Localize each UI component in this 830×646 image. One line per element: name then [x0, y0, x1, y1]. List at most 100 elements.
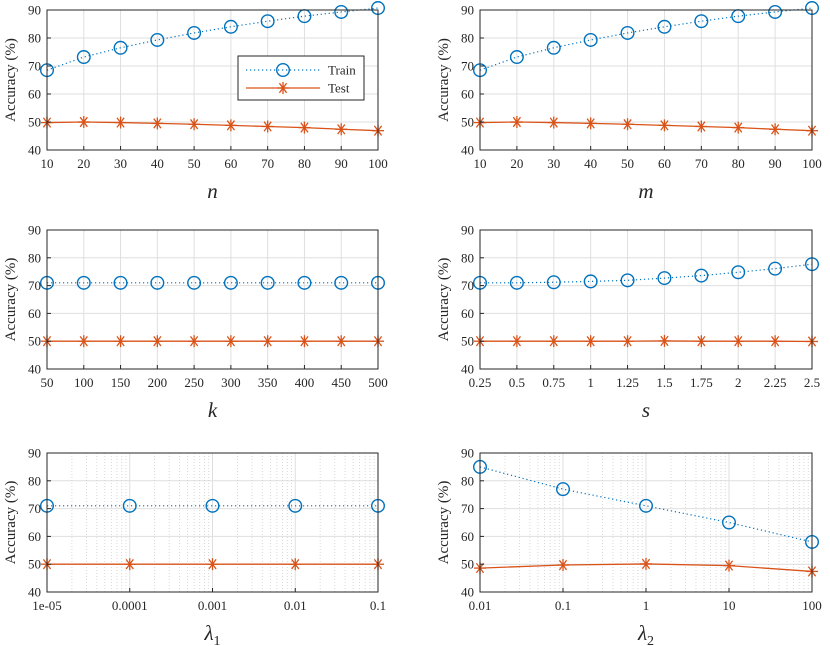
y-tick-label: 40 [28, 362, 41, 377]
data-point-test [298, 121, 311, 134]
x-tick-label: 50 [621, 156, 634, 171]
x-tick-label: 1 [587, 375, 594, 390]
data-point-train [223, 275, 238, 290]
data-point-test [188, 335, 201, 348]
axes-box [479, 229, 813, 370]
data-point-train [288, 498, 303, 513]
data-point-test [621, 118, 634, 131]
x-tick-label: 100 [74, 375, 94, 390]
y-axis-label: Accuracy (%) [3, 38, 19, 122]
x-tick-label: 150 [111, 375, 131, 390]
series-line-train [480, 263, 813, 284]
y-tick-label: 50 [28, 557, 41, 572]
x-axis-label: m [638, 179, 653, 203]
data-point-train [205, 498, 220, 513]
y-tick-label: 40 [28, 143, 41, 158]
data-point-train [768, 261, 783, 276]
data-point-train [620, 25, 635, 40]
x-tick-label: 60 [224, 156, 237, 171]
data-point-test [114, 116, 127, 129]
data-point-train [113, 40, 128, 55]
legend: Train Test [237, 55, 365, 101]
data-point-train [187, 25, 202, 40]
data-point-test [769, 123, 782, 136]
y-tick-label: 60 [28, 306, 41, 321]
data-point-train [768, 4, 783, 19]
data-point-train [113, 275, 128, 290]
data-point-train [150, 32, 165, 47]
data-point-test [732, 121, 745, 134]
data-point-test [261, 335, 274, 348]
y-tick-label: 70 [461, 278, 474, 293]
data-point-test [658, 334, 671, 347]
data-point-test [151, 117, 164, 130]
x-tick-label: 1 [643, 598, 650, 613]
x-tick-label: 90 [335, 156, 348, 171]
x-tick-label: 0.25 [469, 375, 492, 390]
y-tick-label: 60 [461, 529, 474, 544]
data-point-test [335, 335, 348, 348]
data-point-train [556, 482, 571, 497]
x-tick-label: 0.1 [370, 598, 386, 613]
x-tick-label: 500 [368, 375, 388, 390]
x-tick-label: 2 [735, 375, 742, 390]
x-tick-label: 0.5 [509, 375, 525, 390]
data-point-test [77, 335, 90, 348]
data-point-train [546, 275, 561, 290]
x-axis-label: n [207, 179, 218, 203]
y-tick-label: 80 [28, 31, 41, 46]
x-tick-label: 0.01 [284, 598, 307, 613]
legend-marker-train [276, 63, 291, 78]
y-tick-label: 80 [461, 473, 474, 488]
x-tick-label: 10 [474, 156, 487, 171]
y-tick-label: 90 [28, 223, 41, 238]
data-point-train [334, 275, 349, 290]
x-tick-label: 70 [695, 156, 708, 171]
x-tick-label: 50 [41, 375, 54, 390]
y-tick-label: 40 [461, 143, 474, 158]
plot-area [480, 230, 812, 369]
x-tick-label: 2.5 [804, 375, 820, 390]
data-point-train [122, 498, 137, 513]
data-point-test [188, 118, 201, 131]
x-tick-label: 100 [368, 156, 388, 171]
y-tick-label: 60 [461, 87, 474, 102]
data-point-train [620, 273, 635, 288]
x-tick-label: 80 [298, 156, 311, 171]
data-point-test [584, 117, 597, 130]
y-tick-label: 90 [28, 3, 41, 18]
x-axis-label: λ2 [637, 621, 654, 646]
y-tick-label: 80 [28, 250, 41, 265]
y-tick-label: 40 [461, 585, 474, 600]
data-point-train [694, 14, 709, 29]
chart-panel-4: 40 50 60 70 80 90 0.25 0.5 0.75 1 1.25 1.5 1.75 2 2.25… [436, 223, 820, 423]
data-point-test [557, 559, 569, 572]
x-tick-label: 40 [584, 156, 597, 171]
x-tick-label: 60 [658, 156, 671, 171]
data-point-test [547, 116, 560, 129]
x-tick-label: 40 [151, 156, 164, 171]
data-point-train [297, 275, 312, 290]
y-tick-label: 50 [28, 334, 41, 349]
data-point-test [151, 335, 164, 348]
y-tick-label: 80 [28, 473, 41, 488]
y-tick-label: 90 [28, 446, 41, 461]
data-point-test [510, 116, 523, 128]
x-tick-label: 0.001 [198, 598, 227, 613]
data-point-test [335, 123, 348, 136]
data-point-train [694, 268, 709, 283]
y-tick-label: 70 [28, 278, 41, 293]
legend-marker-test [277, 82, 289, 94]
series-line-test [46, 121, 379, 132]
data-point-test [261, 120, 274, 133]
y-tick-label: 80 [461, 250, 474, 265]
legend-label-train: Train [328, 63, 356, 78]
x-tick-label: 100 [802, 598, 822, 613]
chart-panel-6: 40 50 60 70 80 90 0.01 0.1 1 10 100 Accuracy (%) λ2 [436, 446, 822, 646]
data-point-test [695, 335, 708, 348]
x-tick-label: 50 [188, 156, 201, 171]
data-point-train [657, 271, 672, 286]
data-point-test [769, 335, 782, 348]
y-tick-label: 70 [461, 501, 474, 516]
